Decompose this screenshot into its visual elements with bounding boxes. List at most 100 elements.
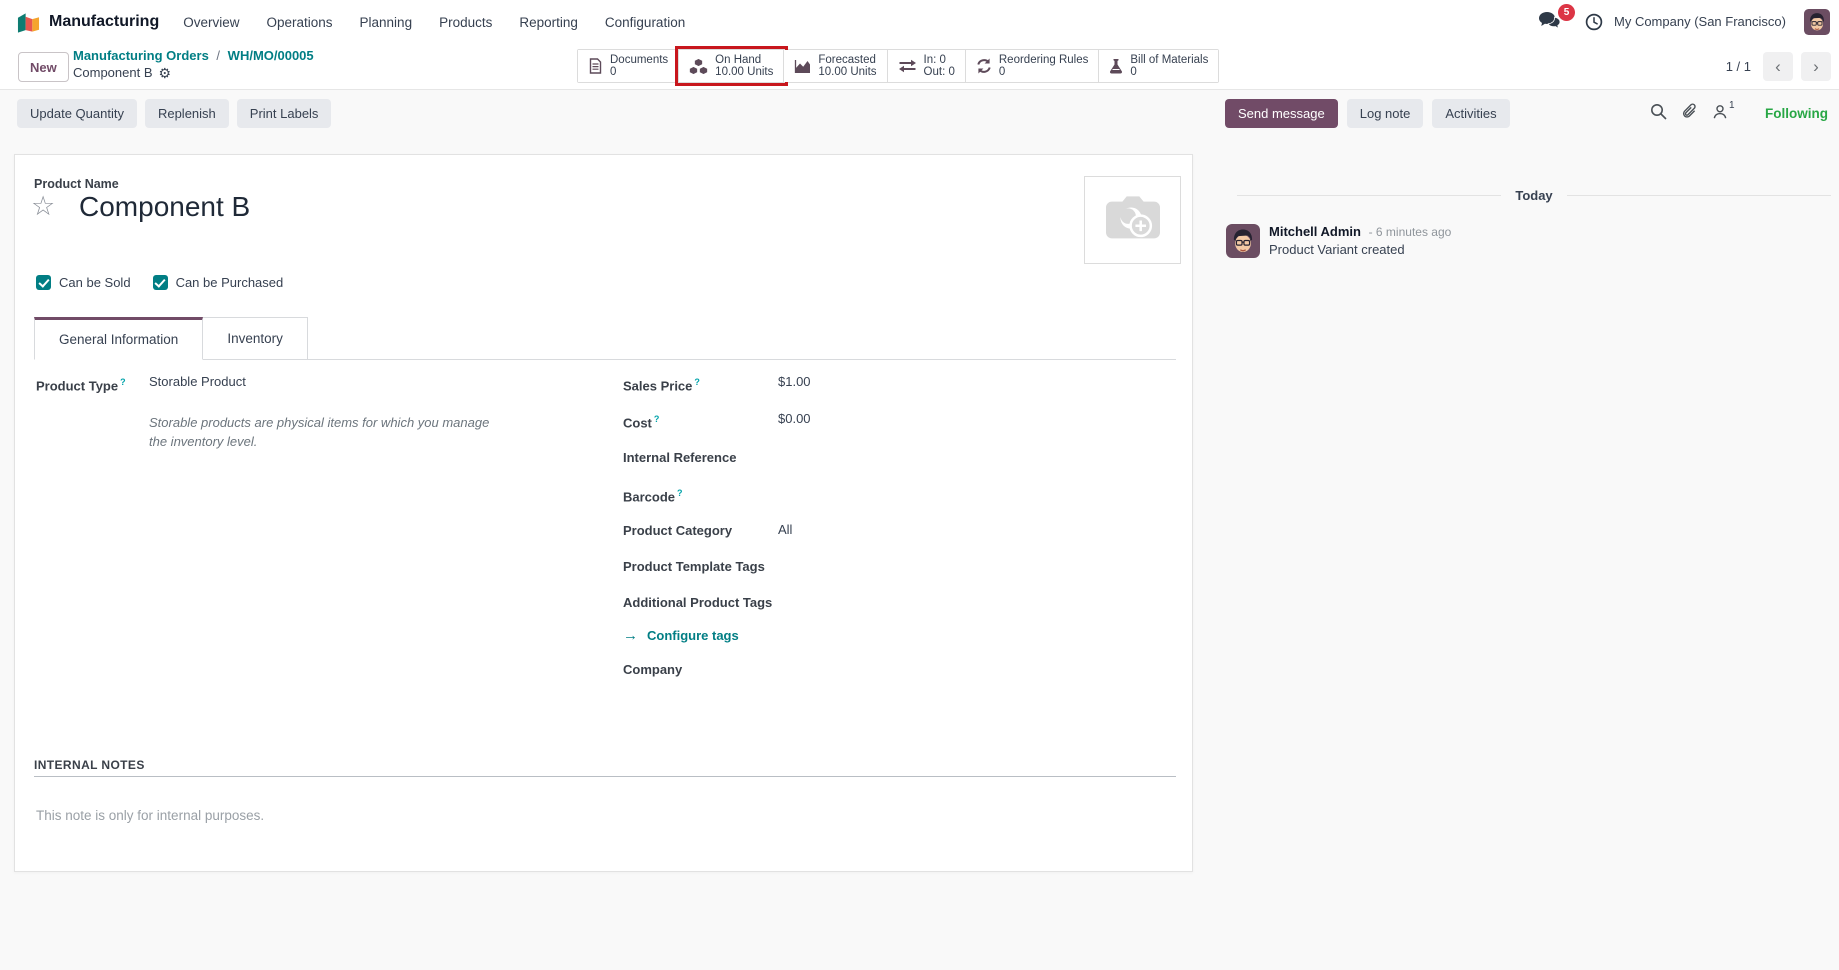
form-right-column: Sales Price? $1.00 Cost? $0.00 Internal … [623, 372, 1093, 695]
day-divider-label: Today [1515, 188, 1553, 203]
tab-inventory[interactable]: Inventory [203, 317, 308, 360]
breadcrumb-mo-record[interactable]: WH/MO/00005 [227, 48, 314, 63]
internal-notes-title: INTERNAL NOTES [34, 758, 145, 772]
sale-purchase-checkboxes: Can be Sold Can be Purchased [36, 275, 283, 290]
product-type-help-text: Storable products are physical items for… [149, 415, 490, 450]
send-message-button[interactable]: Send message [1225, 99, 1338, 128]
documents-smart-button[interactable]: Documents 0 [578, 50, 680, 82]
settings-gear-icon[interactable]: ⚙ [158, 64, 172, 81]
forecasted-smart-button[interactable]: Forecasted 10.00 Units [784, 50, 888, 82]
cost-value[interactable]: $0.00 [778, 411, 811, 427]
product-form-sheet: Product Name ☆ Component B Can be Sold C… [14, 154, 1193, 872]
message-body: Product Variant created [1269, 242, 1405, 257]
product-name-value[interactable]: Component B [79, 191, 251, 222]
camera-placeholder-icon [1105, 196, 1160, 239]
breadcrumb: Manufacturing Orders / WH/MO/00005 Compo… [73, 48, 314, 80]
search-messages-icon[interactable] [1650, 103, 1667, 120]
barcode-label: Barcode? [623, 487, 683, 504]
help-icon[interactable]: ? [694, 377, 700, 387]
messages-icon[interactable] [1538, 10, 1564, 34]
sales-price-label: Sales Price? [623, 377, 700, 394]
activities-button[interactable]: Activities [1432, 99, 1510, 128]
product-category-label: Product Category [623, 522, 733, 538]
breadcrumb-separator: / [216, 48, 221, 63]
followers-icon[interactable]: 1 [1712, 100, 1735, 120]
additional-product-tags-label: Additional Product Tags [623, 594, 773, 610]
menu-reporting[interactable]: Reporting [519, 14, 578, 30]
top-menu: Overview Operations Planning Products Re… [183, 15, 685, 30]
can-be-purchased-checkbox[interactable]: Can be Purchased [152, 275, 283, 290]
breadcrumb-manufacturing-orders[interactable]: Manufacturing Orders [73, 48, 209, 63]
pager-value: 1 / 1 [1725, 59, 1751, 74]
form-left-column: Product Type? Storable Product Storable … [36, 372, 536, 451]
messages-badge: 5 [1558, 4, 1575, 21]
following-button[interactable]: Following [1765, 106, 1828, 121]
menu-overview[interactable]: Overview [183, 14, 240, 30]
product-image-upload[interactable] [1084, 176, 1181, 264]
product-type-label: Product Type? [36, 377, 126, 394]
product-category-value[interactable]: All [778, 521, 793, 537]
pager-previous-icon[interactable]: ‹ [1763, 52, 1793, 81]
can-be-sold-checkbox[interactable]: Can be Sold [36, 275, 131, 290]
company-label: Company [623, 661, 683, 677]
attachments-paperclip-icon[interactable] [1681, 103, 1698, 120]
refresh-icon [976, 58, 992, 74]
area-chart-icon [794, 59, 811, 74]
help-icon[interactable]: ? [653, 414, 660, 425]
new-button[interactable]: New [18, 52, 69, 82]
update-quantity-button[interactable]: Update Quantity [17, 99, 137, 128]
pager-next-icon[interactable]: › [1801, 52, 1831, 81]
user-avatar[interactable] [1804, 9, 1830, 35]
notebook-tabs: General Information Inventory [34, 313, 1176, 360]
chatter-tools: 1 [1650, 100, 1735, 120]
menu-planning[interactable]: Planning [359, 14, 413, 30]
company-switcher[interactable]: My Company (San Francisco) [1614, 14, 1786, 29]
author-avatar[interactable] [1226, 224, 1260, 258]
arrow-right-icon: → [623, 626, 638, 644]
chatter-message: Mitchell Admin - 6 minutes ago Product V… [1226, 224, 1451, 258]
chatter-day-divider: Today [1237, 188, 1832, 203]
tab-general-information[interactable]: General Information [34, 317, 204, 360]
log-note-button[interactable]: Log note [1346, 99, 1424, 128]
message-author[interactable]: Mitchell Admin [1269, 224, 1361, 239]
internal-reference-label: Internal Reference [623, 449, 737, 465]
apps-menu-toggle[interactable]: Manufacturing [16, 11, 159, 34]
chatter-buttons: Send message Log note Activities [1225, 99, 1510, 128]
checkbox-checked-icon [152, 275, 168, 290]
activity-clock-icon[interactable] [1585, 13, 1603, 31]
menu-products[interactable]: Products [439, 14, 493, 30]
message-timestamp: - 6 minutes ago [1368, 225, 1452, 239]
internal-notes-input[interactable]: This note is only for internal purposes. [36, 808, 265, 823]
menu-operations[interactable]: Operations [266, 14, 333, 30]
product-template-tags-label: Product Template Tags [623, 558, 765, 574]
checkbox-checked-icon [36, 275, 51, 290]
print-labels-button[interactable]: Print Labels [236, 99, 332, 128]
on-hand-smart-button[interactable]: On Hand 10.00 Units [675, 46, 789, 86]
help-icon[interactable]: ? [677, 487, 683, 498]
flask-icon [1109, 58, 1123, 74]
top-navbar: Manufacturing Overview Operations Planni… [0, 0, 1839, 44]
bill-of-materials-smart-button[interactable]: Bill of Materials 0 [1099, 50, 1219, 82]
manufacturing-app-icon [16, 11, 41, 34]
document-icon [588, 58, 603, 74]
product-type-value[interactable]: Storable Product [149, 374, 246, 389]
in-out-smart-button[interactable]: In: 0 Out: 0 [887, 50, 966, 82]
sales-price-value[interactable]: $1.00 [778, 374, 811, 389]
reordering-rules-smart-button[interactable]: Reordering Rules 0 [965, 50, 1100, 82]
exchange-arrows-icon [898, 59, 917, 73]
cost-label: Cost? [623, 414, 660, 431]
cubes-icon [689, 57, 709, 75]
internal-notes-divider [34, 776, 1176, 777]
smart-buttons: Documents 0 On Hand 10.00 Units [577, 46, 1220, 86]
product-name-label: Product Name [34, 177, 119, 191]
menu-configuration[interactable]: Configuration [604, 14, 686, 30]
pager: 1 / 1 ‹ › [1726, 52, 1831, 81]
configure-tags-link[interactable]: → Configure tags [623, 626, 739, 644]
help-icon[interactable]: ? [120, 377, 126, 387]
favorite-star-icon[interactable]: ☆ [31, 191, 56, 221]
control-panel: New Manufacturing Orders / WH/MO/00005 C… [0, 44, 1839, 90]
breadcrumb-current-record: Component B [73, 65, 153, 80]
replenish-button[interactable]: Replenish [144, 99, 229, 128]
record-actions: Update Quantity Replenish Print Labels [17, 99, 332, 128]
app-name: Manufacturing [49, 13, 160, 30]
